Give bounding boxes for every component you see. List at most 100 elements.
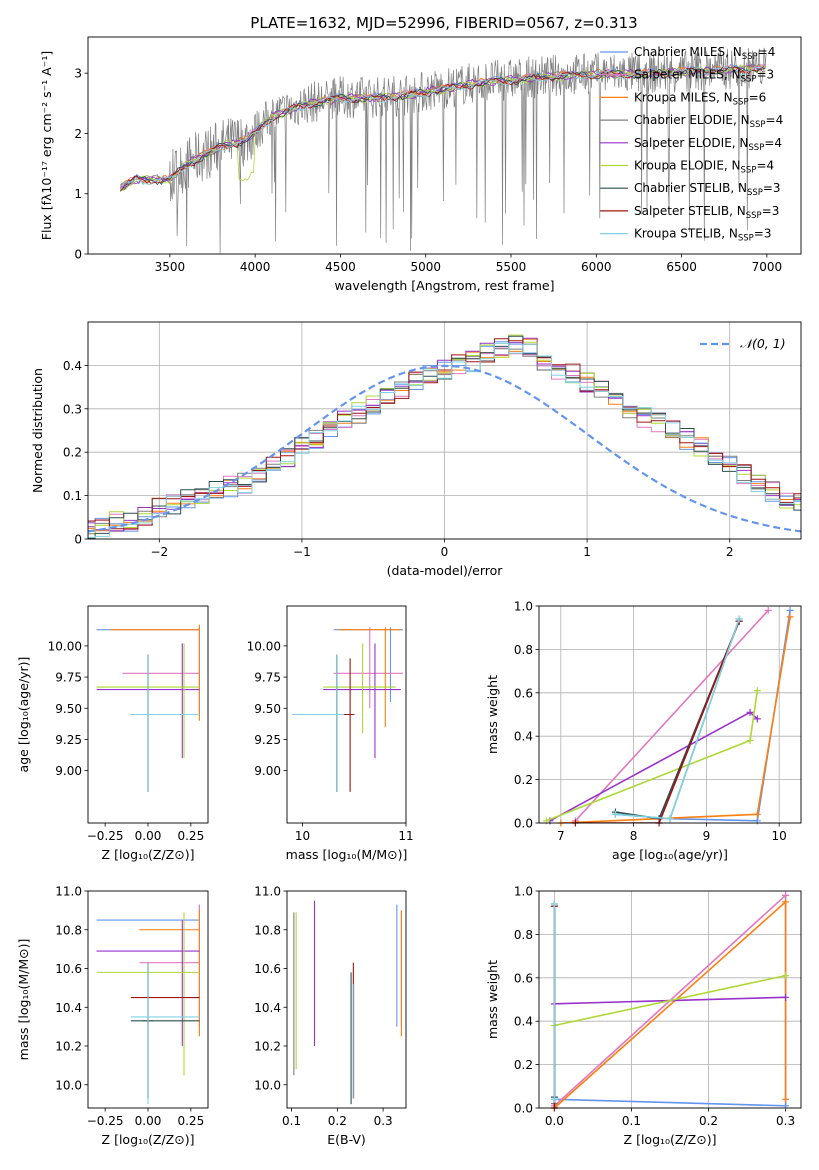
age_vs_mass-frame	[286, 605, 407, 824]
x-tick-label: 0.00	[135, 1114, 162, 1128]
legend-entry: Chabrier ELODIE, NSSP=4	[634, 113, 783, 130]
x-tick-label: 6000	[581, 260, 612, 274]
mass-weight-marker	[753, 810, 761, 818]
figure-title: PLATE=1632, MJD=52996, FIBERID=0567, z=0…	[250, 14, 637, 32]
mass-weight-marker	[782, 898, 790, 906]
legend-entry: Salpeter STELIB, NSSP=3	[634, 204, 779, 221]
y-tick-label: 9.50	[55, 702, 82, 716]
mass-weight-marker	[782, 891, 790, 899]
y-tick-label: 1	[74, 187, 82, 201]
massweight_vs_Z-ylabel: mass weight	[485, 960, 500, 1039]
mass_vs_Z-xlabel: Z [log₁₀(Z/Z⊙)]	[102, 1132, 195, 1147]
massweight_vs_age-axes: 7 8 9 10 0.0 0.2 0.4 0.6 0.8 1.0 age [log₁₀(age/yr…	[485, 600, 801, 862]
mass-weight-line	[560, 616, 791, 823]
spectrum-model-line	[120, 64, 766, 189]
errorbar-point	[333, 627, 403, 709]
x-tick-label: 7	[557, 829, 565, 843]
massweight_vs_age-frame	[538, 605, 802, 824]
y-tick-label: 0.2	[63, 446, 82, 460]
legend-entry: Chabrier STELIB, NSSP=3	[634, 181, 781, 198]
age_vs_mass-axes: 10 11 9.00 9.25 9.50 9.75 10.00 mass [log₁₀(M/M…	[247, 639, 414, 862]
errorbar-point	[130, 654, 200, 792]
mass-weight-marker	[786, 606, 794, 614]
y-tick-label: 0.4	[63, 359, 82, 373]
legend-entry: Chabrier MILES, NSSP=4	[634, 45, 775, 62]
x-tick-label: 11	[398, 829, 413, 843]
errorbar-point	[323, 643, 396, 734]
residuals-frame	[87, 321, 802, 540]
y-tick-label: 11.0	[55, 885, 82, 899]
mass-weight-marker	[550, 1095, 558, 1103]
y-tick-label: 10.0	[55, 1078, 82, 1092]
x-tick-label: −2	[150, 545, 168, 559]
mass_vs_EBV-axes: 0.1 0.2 0.3 10.0 10.2 10.4 10.6 10.8 11.0 E(B-V)	[254, 885, 392, 1148]
x-tick-label: 0	[441, 545, 449, 559]
y-tick-label: 10.00	[48, 639, 82, 653]
residuals-ylabel: Normed distribution	[30, 368, 45, 493]
y-tick-label: 1.0	[514, 600, 533, 614]
mass_vs_EBV-xlabel: E(B-V)	[327, 1132, 366, 1147]
x-tick-label: 7000	[752, 260, 783, 274]
mass-weight-line	[615, 610, 791, 822]
mass-weight-marker	[735, 615, 743, 623]
massweight_vs_Z-xlabel: Z [log₁₀(Z/Z⊙)]	[624, 1132, 717, 1147]
y-tick-label: 10.6	[254, 962, 281, 976]
y-tick-label: 11.0	[254, 885, 281, 899]
y-tick-label: 0.4	[514, 1015, 533, 1029]
y-tick-label: 0.6	[514, 686, 533, 700]
y-tick-label: 0.0	[514, 1102, 533, 1116]
y-tick-label: 10.8	[55, 923, 82, 937]
errorbar-point	[139, 910, 200, 1037]
legend-entry: Kroupa ELODIE, NSSP=4	[634, 159, 774, 176]
mass-weight-marker	[782, 993, 790, 1001]
legend-entry: Kroupa STELIB, NSSP=3	[634, 227, 772, 244]
x-tick-label: 0.2	[699, 1114, 718, 1128]
y-tick-label: 0.8	[514, 928, 533, 942]
y-tick-label: 1.0	[514, 885, 533, 899]
legend-entry: Salpeter ELODIE, NSSP=4	[634, 136, 782, 153]
x-tick-label: 6500	[666, 260, 697, 274]
x-tick-label: 0.00	[135, 829, 162, 843]
y-tick-label: 9.00	[55, 764, 82, 778]
x-tick-label: 0.1	[282, 1114, 301, 1128]
spectrum-legend: Chabrier MILES, NSSP=4 Salpeter MILES, NS…	[600, 45, 783, 244]
normal-curve	[88, 364, 801, 533]
y-tick-label: 10.2	[254, 1040, 281, 1054]
y-tick-label: 9.25	[55, 733, 82, 747]
y-tick-label: 10.8	[254, 923, 281, 937]
x-tick-label: 10	[772, 829, 787, 843]
x-tick-label: 0.2	[328, 1114, 347, 1128]
spectrum-model-line	[120, 65, 766, 187]
x-tick-label: 1	[583, 545, 591, 559]
errorbar-point	[292, 654, 344, 792]
y-tick-label: 9.75	[55, 671, 82, 685]
residual-histogram	[88, 335, 801, 539]
x-tick-label: 0.0	[545, 1114, 564, 1128]
plots-layer: 3500 4000 4500 5000 5500 6000 6500 7000 0 1 2 3 wave…	[16, 36, 802, 1148]
y-tick-label: 10.00	[247, 639, 281, 653]
mass-weight-marker	[753, 715, 761, 723]
y-tick-label: 2	[74, 127, 82, 141]
y-tick-label: 10.2	[55, 1040, 82, 1054]
x-tick-label: −0.25	[87, 829, 124, 843]
massweight_vs_age-xlabel: age [log₁₀(age/yr)]	[612, 847, 728, 862]
mass-weight-marker	[786, 613, 794, 621]
mass-weight-line	[546, 690, 759, 822]
y-tick-label: 0.1	[63, 489, 82, 503]
errorbar-point	[333, 627, 403, 703]
y-tick-label: 9.00	[254, 764, 281, 778]
residuals-xlabel: (data-model)/error	[387, 563, 504, 578]
spectrum-model-line	[120, 63, 766, 186]
x-tick-label: −1	[293, 545, 311, 559]
mass-weight-line	[553, 900, 787, 1108]
errorbar-point	[130, 654, 200, 792]
mass-weight-marker	[746, 737, 754, 745]
mass_vs_EBV-frame	[286, 890, 407, 1109]
mass-weight-marker	[753, 687, 761, 695]
x-tick-label: 4500	[325, 260, 356, 274]
mass-weight-line	[554, 974, 786, 1027]
mass-weight-line	[549, 711, 758, 822]
x-tick-label: 2	[726, 545, 734, 559]
x-tick-label: 0.25	[177, 829, 204, 843]
